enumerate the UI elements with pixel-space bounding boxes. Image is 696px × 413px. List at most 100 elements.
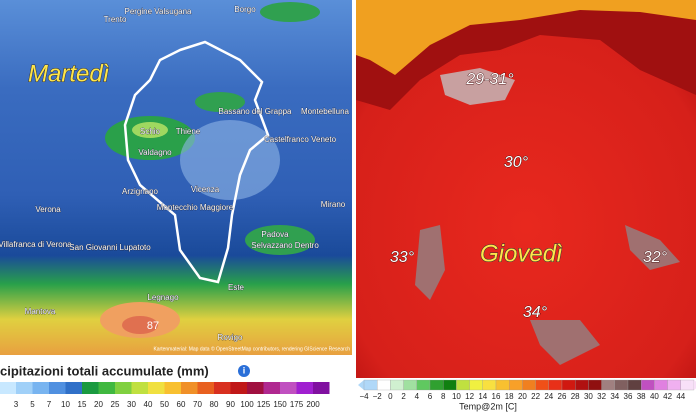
legend-label: 10 (452, 392, 461, 401)
legend-swatch (148, 382, 165, 394)
temperature-label: 34° (523, 304, 548, 321)
max-value: 87 (147, 320, 159, 332)
legend-swatch (548, 379, 563, 391)
place-label: Castelfranco Veneto (264, 135, 337, 144)
legend-title: Temp@2m [C] (459, 401, 517, 411)
legend-swatch (575, 379, 589, 391)
legend-swatch (197, 382, 214, 394)
place-label: San Giovanni Lupatoto (69, 243, 151, 252)
legend-swatch (509, 379, 523, 391)
place-label: Thiene (176, 127, 201, 136)
legend-swatch (164, 382, 181, 394)
legend-swatch (654, 379, 668, 391)
legend-label: 0 (388, 392, 393, 401)
info-icon[interactable] (238, 365, 250, 377)
legend-swatch (627, 379, 642, 391)
legend-swatch (390, 379, 404, 391)
legend-label: 100 (240, 400, 254, 409)
legend-label: 2 (401, 392, 406, 401)
legend-swatch (588, 379, 602, 391)
legend-label: 40 (650, 392, 659, 401)
legend-swatch (214, 382, 231, 394)
legend-label: 175 (290, 400, 304, 409)
legend-label: 5 (30, 400, 35, 409)
place-label: Pergine Valsugana (124, 7, 192, 16)
legend-swatch (49, 382, 66, 394)
legend-label: 30 (127, 400, 136, 409)
legend-swatch (482, 379, 497, 391)
legend-swatch (403, 379, 417, 391)
legend-swatch (667, 379, 681, 391)
legend-label: 8 (441, 392, 446, 401)
place-label: Este (228, 283, 245, 292)
place-label: Verona (35, 205, 61, 214)
legend-label: 150 (273, 400, 287, 409)
legend-label: 125 (257, 400, 271, 409)
place-label: Montecchio Maggiore (157, 203, 234, 212)
legend-swatch (522, 379, 536, 391)
legend-swatch (535, 379, 549, 391)
legend-label: 15 (78, 400, 87, 409)
legend-swatch (65, 382, 82, 394)
place-label: Mirano (321, 200, 346, 209)
legend-label: 7 (47, 400, 52, 409)
place-label: Villafranca di Verona (0, 240, 72, 249)
legend-label: 10 (61, 400, 70, 409)
legend-label: 12 (465, 392, 474, 401)
legend-label: 6 (428, 392, 433, 401)
legend-label: 24 (544, 392, 553, 401)
legend-label: 3 (14, 400, 19, 409)
legend-swatch (469, 379, 483, 391)
legend-swatch (456, 379, 470, 391)
legend-swatch (82, 382, 99, 394)
legend-swatch (429, 379, 444, 391)
legend-label: 42 (663, 392, 672, 401)
legend-swatch (363, 379, 378, 391)
legend-label: 4 (415, 392, 420, 401)
legend-swatch (377, 379, 391, 391)
legend-swatch (313, 382, 330, 394)
legend-swatch (416, 379, 431, 391)
place-label: Borgo (234, 5, 256, 14)
legend-label: 14 (478, 392, 487, 401)
legend-title: cipitazioni totali accumulate (mm) (0, 363, 209, 378)
legend-label: 60 (177, 400, 186, 409)
temperature-map (356, 0, 696, 378)
legend-label: 36 (624, 392, 633, 401)
legend-label: −4 (359, 392, 369, 401)
legend-label: 90 (226, 400, 235, 409)
place-label: Legnago (147, 293, 179, 302)
attribution: Kartenmaterial: Map data © OpenStreetMap… (153, 345, 350, 352)
legend-swatch (443, 379, 457, 391)
place-label: Arzignano (122, 187, 159, 196)
legend-label: 20 (518, 392, 527, 401)
legend-swatch (561, 379, 576, 391)
legend-swatch (16, 382, 33, 394)
legend-swatch (247, 382, 264, 394)
place-label: Trento (104, 15, 127, 24)
place-label: Rovigo (218, 333, 243, 342)
legend-label: 50 (160, 400, 169, 409)
precip-map (0, 0, 352, 355)
legend-swatch (98, 382, 115, 394)
legend-label: −2 (373, 392, 383, 401)
legend-label: 32 (597, 392, 606, 401)
temperature-label: 29-31° (465, 71, 514, 88)
legend-label: 38 (637, 392, 646, 401)
legend-label: 26 (558, 392, 567, 401)
place-label: Bassano del Grappa (219, 107, 292, 116)
legend-label: 22 (531, 392, 540, 401)
legend-swatch (263, 382, 280, 394)
legend-swatch (32, 382, 49, 394)
legend-label: 70 (193, 400, 202, 409)
legend-label: 25 (111, 400, 120, 409)
day-label: Giovedì (480, 240, 563, 267)
temperature-label: 32° (643, 249, 668, 266)
legend-swatch (641, 379, 655, 391)
day-label: Martedì (28, 60, 109, 87)
place-label: Selvazzano Dentro (251, 241, 319, 250)
legend-swatch (495, 379, 510, 391)
legend-label: 40 (144, 400, 153, 409)
legend-label: 28 (571, 392, 580, 401)
temperature-label: 30° (504, 154, 529, 171)
